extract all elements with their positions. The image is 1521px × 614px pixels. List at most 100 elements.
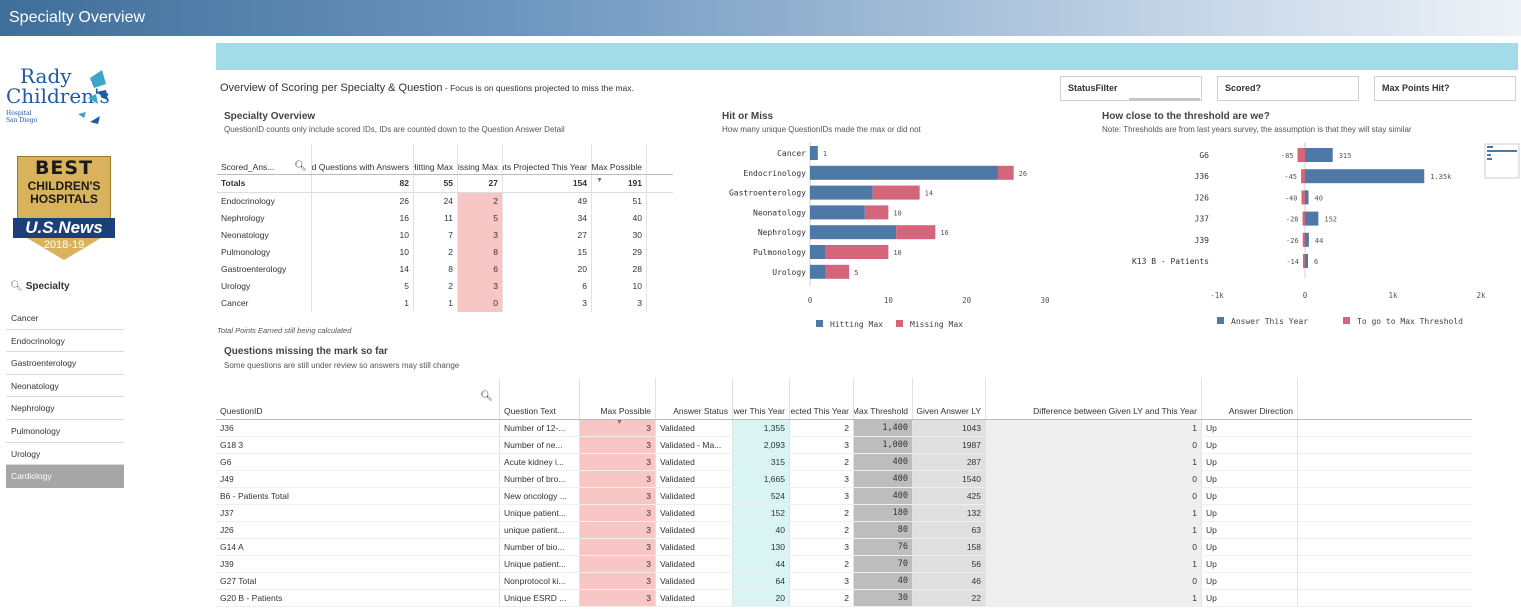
cell: [647, 261, 673, 278]
cell: 20: [503, 261, 592, 278]
table-row[interactable]: J49 Number of bro... 3 Validated 1,665 3 400 15…: [216, 471, 1472, 488]
table-row[interactable]: Cancer 1 1 0 3 3: [217, 295, 673, 312]
table-row[interactable]: J36 Number of 12-... 3 ▼ Validated 1,355 2 1,40…: [216, 420, 1472, 437]
cell: 6: [503, 278, 592, 295]
sort-triangle-icon[interactable]: ▼: [596, 177, 603, 184]
table-row[interactable]: Gastroenterology 14 8 6 20 28: [217, 261, 673, 278]
data-label: -40: [1285, 194, 1298, 202]
table-row[interactable]: Urology 5 2 3 6 10: [217, 278, 673, 295]
cell: 2: [790, 420, 854, 436]
column-header-answer-direction[interactable]: Answer Direction: [1202, 378, 1298, 419]
cell: Unique patient...: [500, 556, 580, 572]
cell: 0: [986, 488, 1202, 504]
search-icon[interactable]: 🔍︎: [480, 391, 493, 402]
column-header-hitting-max[interactable]: Hitting Max: [414, 144, 458, 174]
specialty-overview-table: Scored_Ans... 🔍︎ Total Scored Questions w…: [217, 144, 673, 312]
specialty-item-urology[interactable]: Urology: [6, 443, 124, 466]
scored-filter[interactable]: Scored?: [1217, 76, 1359, 101]
column-header-question-text[interactable]: Question Text: [500, 378, 580, 419]
search-icon[interactable]: 🔍︎: [294, 161, 307, 172]
column-header-points-projected[interactable]: Points Projected This Year: [503, 144, 592, 174]
cell: 2: [414, 278, 458, 295]
cell: Up: [1202, 420, 1298, 436]
sidebar: Rady Children's Hospital San Diego BEST …: [0, 36, 130, 614]
category-label: J37: [1195, 215, 1210, 224]
column-header-points-projected[interactable]: Points Projected This Year: [790, 378, 854, 419]
table-row[interactable]: Neonatology 10 7 3 27 30: [217, 227, 673, 244]
column-header-question-id[interactable]: QuestionID 🔍︎: [216, 378, 500, 419]
table-row[interactable]: G18 3 Number of ne... 3 Validated - Ma... 2,…: [216, 437, 1472, 454]
cell: [1298, 556, 1472, 572]
table-row[interactable]: G27 Total Nonprotocol ki... 3 Validated 64 3 4…: [216, 573, 1472, 590]
cell: 1: [986, 420, 1202, 436]
tick-label: 1k: [1388, 291, 1398, 300]
cell: Validated: [656, 471, 733, 487]
cell: G14 A: [216, 539, 500, 555]
cell: [647, 295, 673, 312]
table-row[interactable]: J39 Unique patient... 3 Validated 44 2 70 56 1 Up: [216, 556, 1472, 573]
column-header-given-answer-ly[interactable]: Given Answer LY: [913, 378, 986, 419]
cell: 1: [986, 454, 1202, 470]
column-header-max-possible[interactable]: Max Possible: [580, 378, 656, 419]
overview-title: Overview of Scoring per Specialty & Ques…: [220, 82, 443, 94]
cell: Gastroenterology: [217, 261, 312, 278]
column-header-answer-this-year[interactable]: Answer This Year: [733, 378, 790, 419]
table-row[interactable]: B6 - Patients Total New oncology ... 3 Vali…: [216, 488, 1472, 505]
max-points-hit-filter[interactable]: Max Points Hit?: [1374, 76, 1516, 101]
table-row[interactable]: Nephrology 16 11 5 34 40: [217, 210, 673, 227]
legend-swatch: [816, 320, 823, 327]
specialty-item-endocrinology[interactable]: Endocrinology: [6, 330, 124, 353]
cell: 16: [312, 210, 414, 227]
column-header-max-possible[interactable]: Max Possible: [592, 144, 647, 174]
cell: 24: [414, 193, 458, 210]
cell: 2,093: [733, 437, 790, 453]
bar-to-max-threshold: [1301, 169, 1305, 184]
table-row[interactable]: G20 B - Patients Unique ESRD ... 3 Validate…: [216, 590, 1472, 607]
bar-to-max-threshold: [1302, 211, 1305, 226]
sort-triangle-icon[interactable]: ▼: [616, 420, 623, 426]
cell: [647, 227, 673, 244]
column-header-difference[interactable]: Difference between Given LY and This Yea…: [986, 378, 1202, 419]
cell: 5: [458, 210, 503, 227]
bar-to-max-threshold: [1301, 190, 1305, 205]
cell: 3: [790, 488, 854, 504]
tick-label: -1k: [1210, 291, 1224, 300]
cell: 1,355: [733, 420, 790, 436]
specialty-item-cancer[interactable]: Cancer: [6, 307, 124, 330]
specialty-filter-header[interactable]: 🔍︎ Specialty: [10, 281, 70, 292]
specialty-item-cardiology[interactable]: Cardiology: [6, 465, 124, 488]
status-filter[interactable]: StatusFilter: [1060, 76, 1202, 101]
table-row[interactable]: Pulmonology 10 2 8 15 29: [217, 244, 673, 261]
cell: 1987: [913, 437, 986, 453]
column-header-max-threshold[interactable]: Max Threshold: [854, 378, 913, 419]
table-row[interactable]: G6 Acute kidney i... 3 Validated 315 2 400 287 1…: [216, 454, 1472, 471]
column-header-missing-max[interactable]: Missing Max: [458, 144, 503, 174]
table-row[interactable]: J26 unique patient... 3 Validated 40 2 80 63 1 Up: [216, 522, 1472, 539]
hit-or-miss-chart: Cancer 1 Endocrinology 26 Gastroenterology 14…: [729, 142, 1050, 329]
specialty-item-nephrology[interactable]: Nephrology: [6, 397, 124, 420]
data-label: 14: [925, 190, 933, 198]
table-row[interactable]: G14 A Number of bio... 3 Validated 130 3 76 158…: [216, 539, 1472, 556]
table-row[interactable]: J37 Unique patient... 3 Validated 152 2 180 132…: [216, 505, 1472, 522]
specialty-item-gastroenterology[interactable]: Gastroenterology: [6, 352, 124, 375]
table-row[interactable]: Endocrinology 26 24 2 49 51: [217, 193, 673, 210]
cell: Unique ESRD ...: [500, 590, 580, 606]
column-header-total-scored[interactable]: Total Scored Questions with Answers: [312, 144, 414, 174]
cell: 30: [592, 227, 647, 244]
cell: 82: [312, 175, 414, 192]
specialty-item-pulmonology[interactable]: Pulmonology: [6, 420, 124, 443]
search-icon[interactable]: 🔍︎: [10, 281, 23, 292]
cell: 287: [913, 454, 986, 470]
tick-label: 10: [884, 296, 894, 305]
bar-answer-this-year: [1305, 254, 1308, 268]
cell: 56: [913, 556, 986, 572]
category-label: Gastroenterology: [729, 189, 806, 198]
cell: 11: [414, 210, 458, 227]
column-header-answer-status[interactable]: Answer Status: [656, 378, 733, 419]
column-header-scored-ans[interactable]: Scored_Ans... 🔍︎: [217, 144, 312, 174]
specialty-item-neonatology[interactable]: Neonatology: [6, 375, 124, 398]
cell: 0: [458, 295, 503, 312]
badge-usnews: U.S.News: [13, 218, 115, 238]
cell: 1: [986, 522, 1202, 538]
specialty-overview-title: Specialty Overview: [224, 111, 316, 122]
